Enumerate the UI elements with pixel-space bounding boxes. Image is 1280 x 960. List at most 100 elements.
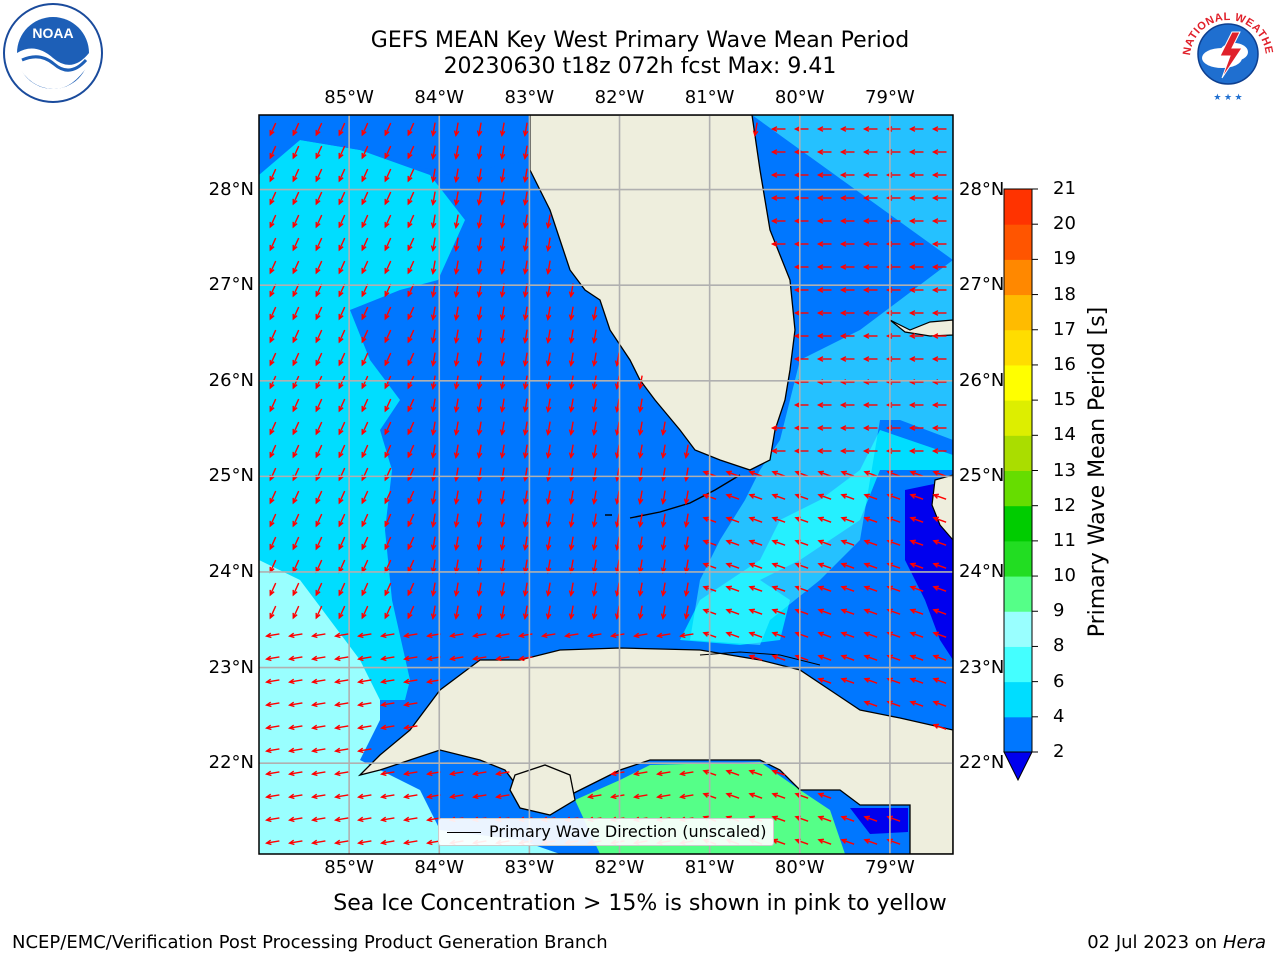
direction-vector	[547, 513, 551, 527]
direction-vector-head	[315, 175, 321, 183]
direction-vector	[593, 605, 597, 619]
direction-vector-head	[453, 268, 460, 275]
direction-vector-head	[568, 590, 575, 597]
direction-vector	[639, 559, 643, 573]
direction-vector	[269, 559, 277, 573]
direction-vector	[685, 559, 689, 573]
direction-vector-head	[839, 241, 847, 247]
direction-vector-head	[407, 520, 413, 528]
direction-vector-head	[748, 631, 755, 637]
direction-vector	[292, 122, 300, 136]
direction-vector	[269, 122, 277, 136]
direction-vector-head	[334, 724, 341, 731]
direction-vector-head	[770, 241, 778, 247]
direction-vector-head	[357, 632, 364, 639]
direction-vector	[432, 421, 436, 435]
direction-vector-head	[545, 360, 552, 367]
direction-vector	[524, 145, 528, 159]
direction-vector	[772, 471, 786, 477]
direction-vector-head	[265, 701, 272, 708]
direction-vector-head	[407, 405, 413, 413]
direction-vector-head	[453, 314, 460, 321]
direction-vector	[818, 632, 832, 638]
colorbar-tick-label: 15	[1053, 389, 1076, 411]
direction-vector-head	[269, 244, 275, 252]
direction-vector-head	[407, 428, 413, 436]
direction-vector	[910, 563, 924, 569]
direction-vector-head	[311, 839, 318, 846]
direction-vector	[501, 352, 505, 366]
direction-vector	[501, 122, 505, 136]
direction-vector	[639, 605, 643, 619]
direction-vector	[315, 260, 323, 274]
direction-vector-head	[522, 176, 529, 183]
direction-vector	[611, 633, 625, 637]
direction-vector-head	[361, 359, 367, 367]
direction-vector-head	[908, 310, 916, 316]
direction-vector-head	[361, 405, 367, 413]
direction-vector	[524, 191, 528, 205]
direction-vector-head	[862, 402, 870, 408]
direction-vector-head	[817, 562, 824, 568]
direction-vector-head	[771, 493, 778, 499]
direction-vector-head	[472, 793, 479, 800]
direction-vector-head	[793, 287, 801, 293]
direction-vector-head	[430, 268, 437, 275]
direction-vector-head	[499, 130, 506, 137]
direction-vector	[432, 582, 436, 596]
direction-vector-head	[725, 585, 732, 591]
colorbar-segment	[1004, 716, 1032, 753]
direction-vector-head	[909, 493, 916, 499]
direction-vector	[818, 678, 832, 684]
direction-vector	[795, 609, 809, 615]
direction-vector	[338, 467, 346, 481]
map-frame	[258, 114, 954, 855]
direction-vector	[338, 352, 346, 366]
direction-vector-head	[453, 337, 460, 344]
direction-vector-head	[315, 497, 321, 505]
direction-vector-head	[292, 612, 298, 620]
direction-vector-head	[931, 287, 939, 293]
direction-vector	[292, 352, 300, 366]
lat-label: 26°N	[208, 369, 254, 391]
direction-vector	[289, 679, 303, 683]
direction-vector	[450, 771, 464, 775]
direction-vector	[501, 582, 505, 596]
direction-vector-head	[932, 631, 939, 637]
direction-vector-head	[288, 678, 295, 685]
direction-vector	[292, 490, 300, 504]
colorbar-tick-label: 8	[1053, 635, 1065, 657]
direction-vector-head	[840, 585, 847, 591]
direction-vector-head	[384, 451, 390, 459]
legend-text: Primary Wave Direction (unscaled)	[489, 822, 767, 841]
direction-vector	[547, 467, 551, 481]
direction-vector	[407, 352, 415, 366]
direction-vector-head	[931, 241, 939, 247]
direction-vector-head	[748, 769, 755, 775]
direction-vector	[547, 329, 551, 343]
direction-vector-head	[545, 383, 552, 390]
direction-vector-head	[476, 429, 483, 436]
direction-vector-head	[338, 221, 344, 229]
direction-vector	[338, 398, 346, 412]
direction-vector	[524, 605, 528, 619]
direction-vector	[361, 283, 369, 297]
direction-vector-head	[816, 448, 824, 454]
direction-vector-head	[863, 677, 870, 683]
direction-vector-head	[568, 452, 575, 459]
direction-vector	[726, 586, 740, 592]
direction-vector	[315, 398, 323, 412]
colorbar-segment	[1004, 364, 1032, 401]
direction-vector	[338, 444, 346, 458]
direction-vector-head	[908, 402, 916, 408]
direction-vector	[269, 191, 277, 205]
direction-vector	[749, 609, 763, 615]
direction-vector-head	[338, 382, 344, 390]
direction-vector-head	[338, 198, 344, 206]
direction-vector-head	[292, 175, 298, 183]
direction-vector	[726, 471, 740, 477]
direction-vector-head	[862, 126, 870, 132]
direction-vector	[524, 467, 528, 481]
direction-vector	[818, 517, 832, 523]
direction-vector-head	[817, 654, 824, 660]
